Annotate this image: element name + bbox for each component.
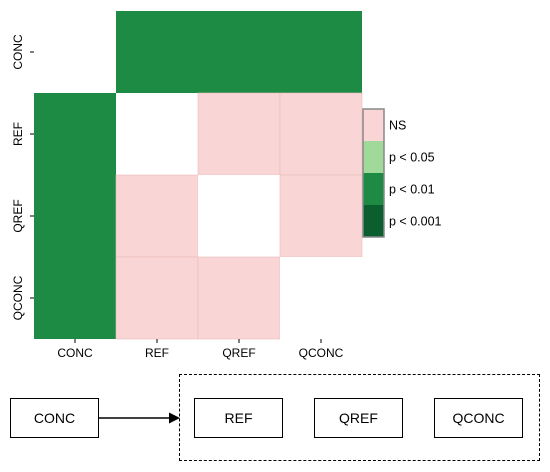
legend-label: NS (389, 119, 406, 133)
heatmap-cell (197, 92, 281, 176)
heatmap-cell (116, 93, 198, 175)
heatmap-cell (34, 93, 116, 175)
y-tick-label: QREF (11, 199, 25, 232)
legend-label: p < 0.001 (389, 215, 442, 229)
heatmap-cell (34, 257, 116, 339)
target-group-box (179, 374, 540, 461)
y-tick-label: CONC (11, 34, 25, 70)
heatmap-axes: CONC REF QREF QCONC CONC REF QREF QCONC (11, 34, 344, 360)
heatmap-cell (279, 174, 363, 258)
heatmap-cell (280, 257, 362, 339)
target-node-qconc: QCONC (434, 398, 523, 438)
heatmap-cell (115, 174, 199, 258)
target-node-label: REF (224, 410, 253, 426)
target-node-qref: QREF (314, 398, 403, 438)
legend-frame (362, 108, 385, 238)
heatmap-cell (198, 11, 280, 93)
target-node-ref: REF (194, 398, 283, 438)
source-node: CONC (10, 398, 99, 438)
heatmap-cells (34, 11, 363, 340)
y-tick-label: QCONC (11, 275, 25, 320)
heatmap-cell (34, 11, 116, 93)
x-tick-label: CONC (57, 346, 93, 360)
arrow-head (169, 412, 180, 424)
heatmap-chart: CONC REF QREF QCONC CONC REF QREF QCONC NS p < 0… (11, 11, 442, 360)
legend-swatch (363, 173, 384, 205)
heatmap-cell (115, 256, 199, 340)
heatmap-cell (279, 92, 363, 176)
heatmap-cell (198, 175, 280, 257)
x-tick-label: QCONC (299, 346, 344, 360)
legend-label: p < 0.01 (389, 183, 435, 197)
target-node-label: QCONC (452, 410, 505, 426)
y-tick-label: REF (11, 122, 25, 146)
legend-swatch (363, 205, 384, 237)
x-tick-label: REF (145, 346, 169, 360)
legend: NS p < 0.05 p < 0.01 p < 0.001 (362, 108, 442, 238)
source-node-label: CONC (33, 410, 76, 426)
legend-swatch (363, 109, 384, 141)
heatmap-cell (197, 256, 281, 340)
x-tick-label: QREF (222, 346, 255, 360)
heatmap-cell (280, 11, 362, 93)
heatmap-cell (34, 175, 116, 257)
heatmap-cell (116, 11, 198, 93)
legend-swatch (363, 141, 384, 173)
target-node-label: QREF (339, 410, 378, 426)
legend-label: p < 0.05 (389, 151, 435, 165)
